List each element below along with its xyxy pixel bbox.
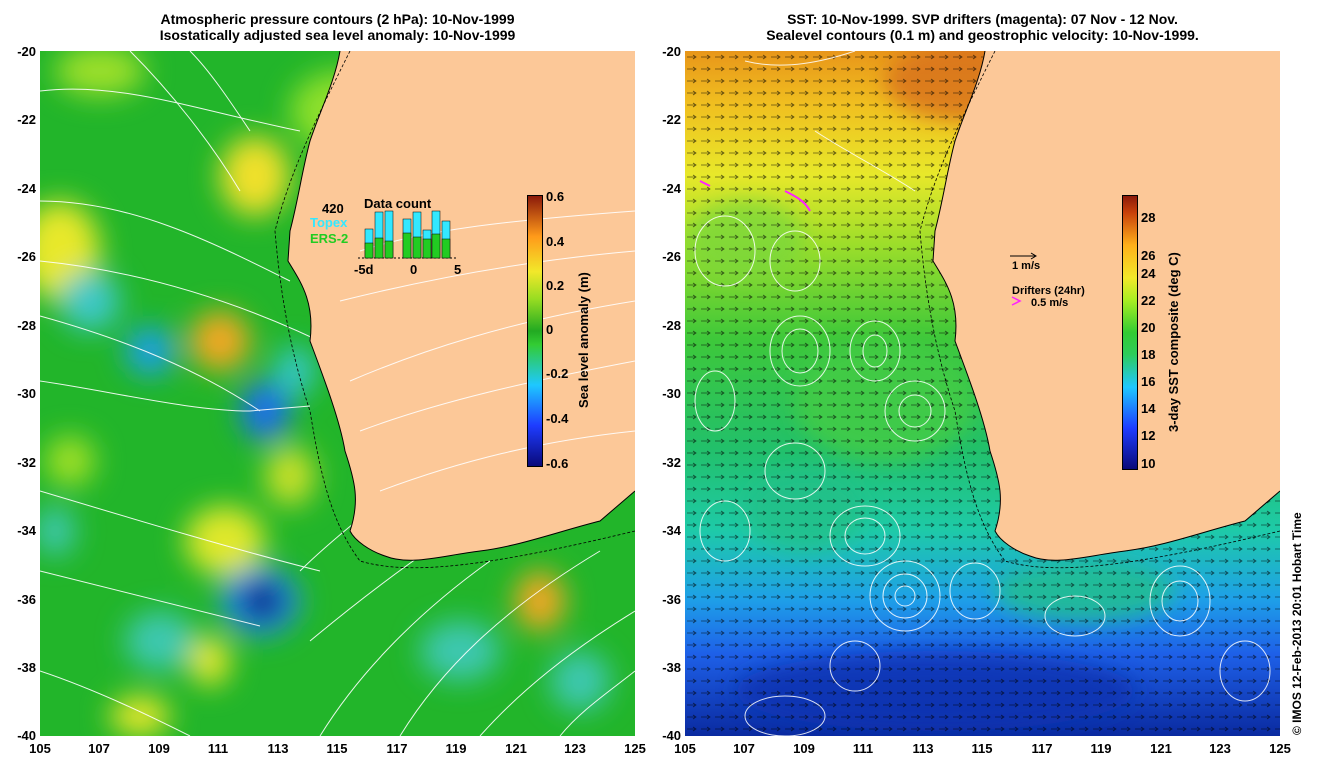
y-tick: -22 [17, 112, 36, 127]
y-tick: -34 [662, 523, 681, 538]
inset-count: 420 [322, 201, 344, 216]
y-tick: -36 [17, 592, 36, 607]
x-tick: 113 [267, 741, 289, 756]
cb-left-tick: -0.6 [546, 456, 569, 471]
cb-right-tick: 10 [1141, 456, 1156, 471]
cb-right-tick: 20 [1141, 320, 1156, 335]
cb-right-tick: 28 [1141, 210, 1156, 225]
x-tick: 119 [445, 741, 467, 756]
y-tick: -30 [662, 386, 681, 401]
cb-left-tick: -0.4 [546, 411, 569, 426]
x-tick: 123 [564, 741, 586, 756]
y-tick: -38 [17, 660, 36, 675]
x-tick: 107 [733, 741, 755, 756]
y-tick: -40 [17, 728, 36, 743]
cb-left-tick: -0.2 [546, 366, 569, 381]
inset-xtick-0: 0 [410, 262, 418, 277]
left-map-title: Atmospheric pressure contours (2 hPa): 1… [40, 11, 635, 43]
right-map-title: SST: 10-Nov-1999. SVP drifters (magenta)… [685, 11, 1280, 43]
x-tick: 115 [326, 741, 348, 756]
y-tick: -26 [662, 249, 681, 264]
cb-left-tick: 0.2 [546, 278, 565, 293]
x-tick: 115 [971, 741, 993, 756]
right-colorbar-label: 3-day SST composite (deg C) [1166, 252, 1181, 432]
vector-scale-label: 1 m/s [1012, 260, 1041, 272]
x-tick: 121 [1150, 741, 1172, 756]
cb-right-tick: 22 [1141, 293, 1156, 308]
x-tick: 117 [1031, 741, 1053, 756]
inset-title: Data count [364, 196, 432, 211]
y-tick: -28 [17, 318, 36, 333]
cb-right-tick: 12 [1141, 428, 1156, 443]
cb-left-tick: 0.6 [546, 189, 565, 204]
y-tick: -36 [662, 592, 681, 607]
x-tick: 121 [505, 741, 527, 756]
x-tick: 107 [88, 741, 110, 756]
x-tick: 125 [1269, 741, 1291, 756]
x-tick: 109 [793, 741, 815, 756]
y-tick: -32 [17, 455, 36, 470]
drifter-legend-title: Drifters (24hr) [1012, 285, 1085, 297]
x-tick: 125 [624, 741, 646, 756]
inset-xtick-minus5: -5d [354, 262, 374, 277]
y-tick: -22 [662, 112, 681, 127]
x-tick: 123 [1209, 741, 1231, 756]
x-tick: 105 [674, 741, 696, 756]
sea-level-anomaly-map [40, 51, 635, 736]
right-title-line2: Sealevel contours (0.1 m) and geostrophi… [766, 27, 1199, 43]
cb-right-tick: 26 [1141, 248, 1156, 263]
sea-level-colorbar [527, 195, 543, 467]
y-tick: -34 [17, 523, 36, 538]
cb-right-tick: 18 [1141, 347, 1156, 362]
x-tick: 105 [29, 741, 51, 756]
y-tick: -24 [17, 181, 36, 196]
y-tick: -26 [17, 249, 36, 264]
x-tick: 109 [148, 741, 170, 756]
drifter-legend-scale: 0.5 m/s [1031, 297, 1069, 309]
y-tick: -38 [662, 660, 681, 675]
right-title-line1: SST: 10-Nov-1999. SVP drifters (magenta)… [787, 11, 1178, 27]
cb-left-tick: 0 [546, 322, 554, 337]
cb-right-tick: 24 [1141, 266, 1156, 281]
cb-right-tick: 16 [1141, 374, 1156, 389]
y-tick: -20 [17, 44, 36, 59]
y-tick: -40 [662, 728, 681, 743]
inset-topex-label: Topex [310, 215, 348, 230]
x-tick: 111 [207, 741, 229, 756]
y-tick: -20 [662, 44, 681, 59]
cb-right-tick: 14 [1141, 401, 1156, 416]
y-tick: -24 [662, 181, 681, 196]
cb-left-tick: 0.4 [546, 234, 565, 249]
y-tick: -28 [662, 318, 681, 333]
sst-colorbar [1122, 195, 1138, 470]
credit-text: © IMOS 12-Feb-2013 20:01 Hobart Time [1290, 512, 1304, 735]
x-tick: 111 [852, 741, 874, 756]
inset-ers2-label: ERS-2 [310, 231, 349, 246]
y-tick: -32 [662, 455, 681, 470]
x-tick: 113 [912, 741, 934, 756]
x-tick: 119 [1090, 741, 1112, 756]
data-count-inset [358, 210, 456, 259]
sst-map [685, 51, 1280, 736]
y-tick: -30 [17, 386, 36, 401]
left-title-line2: Isostatically adjusted sea level anomaly… [159, 27, 516, 43]
left-colorbar-label: Sea level anomaly (m) [576, 272, 591, 408]
left-title-line1: Atmospheric pressure contours (2 hPa): 1… [160, 11, 515, 27]
inset-xtick-5: 5 [454, 262, 462, 277]
x-tick: 117 [386, 741, 408, 756]
